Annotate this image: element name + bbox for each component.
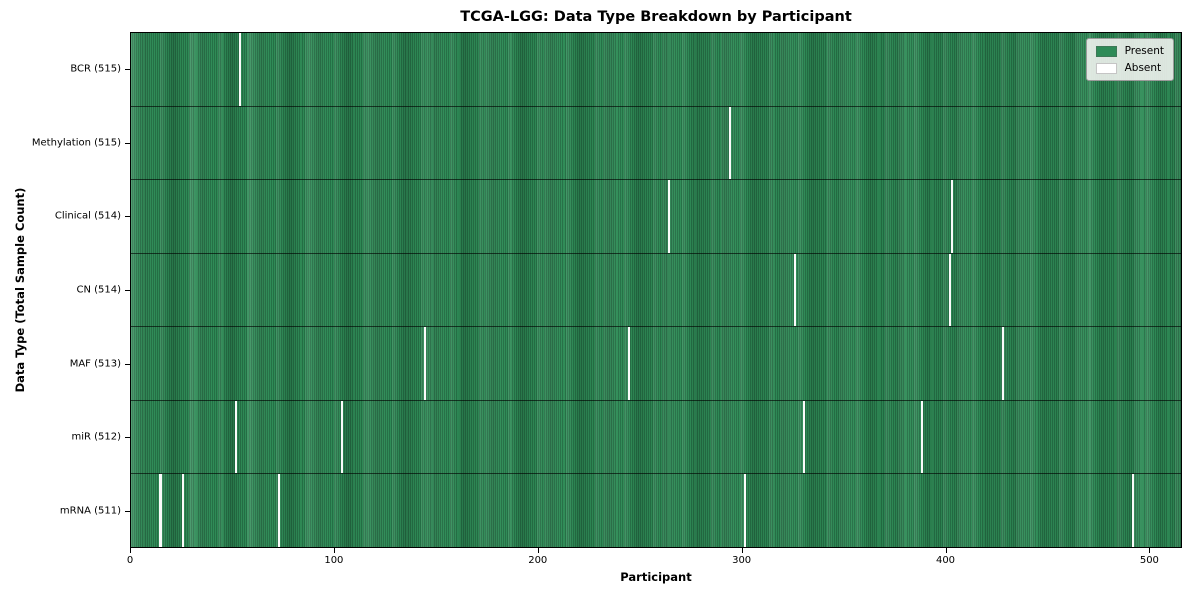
legend-item-present: Present: [1095, 45, 1164, 57]
x-tick-label-0: 0: [126, 555, 134, 566]
absent-gap-Methylation-294: [729, 106, 732, 180]
x-tick-mark: [130, 548, 131, 553]
y-tick-label-MAF: MAF (513): [69, 358, 121, 370]
heatmap-row-mRNA: [131, 473, 1181, 548]
y-tick-mark: [125, 216, 130, 217]
absent-gap-MAF-428: [1001, 327, 1004, 400]
y-tick-label-Clinical: Clinical (514): [54, 210, 121, 222]
y-tick-label-CN: CN (514): [76, 284, 121, 296]
absent-gap-miR-51: [234, 400, 237, 474]
y-tick-label-miR: miR (512): [71, 431, 121, 443]
y-tick-label-BCR: BCR (515): [70, 63, 121, 75]
heatmap-row-Clinical: [131, 179, 1181, 253]
x-tick-label-400: 400: [935, 555, 956, 566]
absent-gap-CN-326: [794, 253, 797, 327]
present-swatch-icon: [1095, 45, 1117, 57]
absent-gap-mRNA-492: [1132, 474, 1135, 548]
heatmap-row-MAF: [131, 326, 1181, 400]
legend-label-absent: Absent: [1124, 62, 1162, 74]
heatmap-row-miR: [131, 399, 1181, 474]
absent-gap-MAF-244: [627, 327, 630, 400]
absent-gap-mRNA-72: [277, 474, 280, 548]
x-tick-label-100: 100: [324, 555, 344, 566]
absent-gap-miR-388: [920, 400, 923, 474]
absent-swatch-icon: [1095, 62, 1117, 74]
y-tick-mark: [125, 437, 130, 438]
y-tick-mark: [125, 511, 130, 512]
y-tick-label-mRNA: mRNA (511): [59, 505, 121, 517]
x-tick-mark: [742, 548, 743, 553]
heatmap-row-CN: [131, 252, 1181, 327]
x-tick-mark: [538, 548, 539, 553]
absent-gap-mRNA-25: [181, 474, 184, 548]
absent-gap-MAF-144: [424, 327, 427, 400]
y-tick-label-Methylation: Methylation (515): [31, 137, 121, 149]
absent-gap-BCR-53: [238, 33, 241, 106]
y-tick-mark: [125, 364, 130, 365]
x-tick-label-500: 500: [1139, 555, 1159, 566]
absent-gap-mRNA-14: [159, 474, 162, 548]
legend: Present Absent: [1085, 38, 1174, 81]
absent-gap-Clinical-264: [668, 180, 671, 253]
absent-gap-mRNA-301: [743, 474, 746, 548]
heatmap-row-Methylation: [131, 105, 1181, 180]
legend-label-present: Present: [1124, 45, 1164, 57]
x-tick-mark: [1149, 548, 1150, 553]
y-tick-mark: [125, 143, 130, 144]
plot-area: [130, 32, 1182, 548]
y-tick-mark: [125, 69, 130, 70]
legend-item-absent: Absent: [1095, 62, 1164, 74]
absent-gap-CN-402: [949, 253, 952, 327]
x-tick-mark: [946, 548, 947, 553]
heatmap-row-BCR: [131, 33, 1181, 106]
absent-gap-Clinical-403: [951, 180, 954, 253]
chart-title: TCGA-LGG: Data Type Breakdown by Partici…: [460, 9, 852, 25]
x-tick-mark: [334, 548, 335, 553]
absent-gap-miR-103: [340, 400, 343, 474]
x-tick-label-300: 300: [732, 555, 752, 566]
x-axis-label: Participant: [620, 570, 692, 584]
absent-gap-miR-330: [802, 400, 805, 474]
y-tick-mark: [125, 290, 130, 291]
x-tick-label-200: 200: [528, 555, 548, 566]
